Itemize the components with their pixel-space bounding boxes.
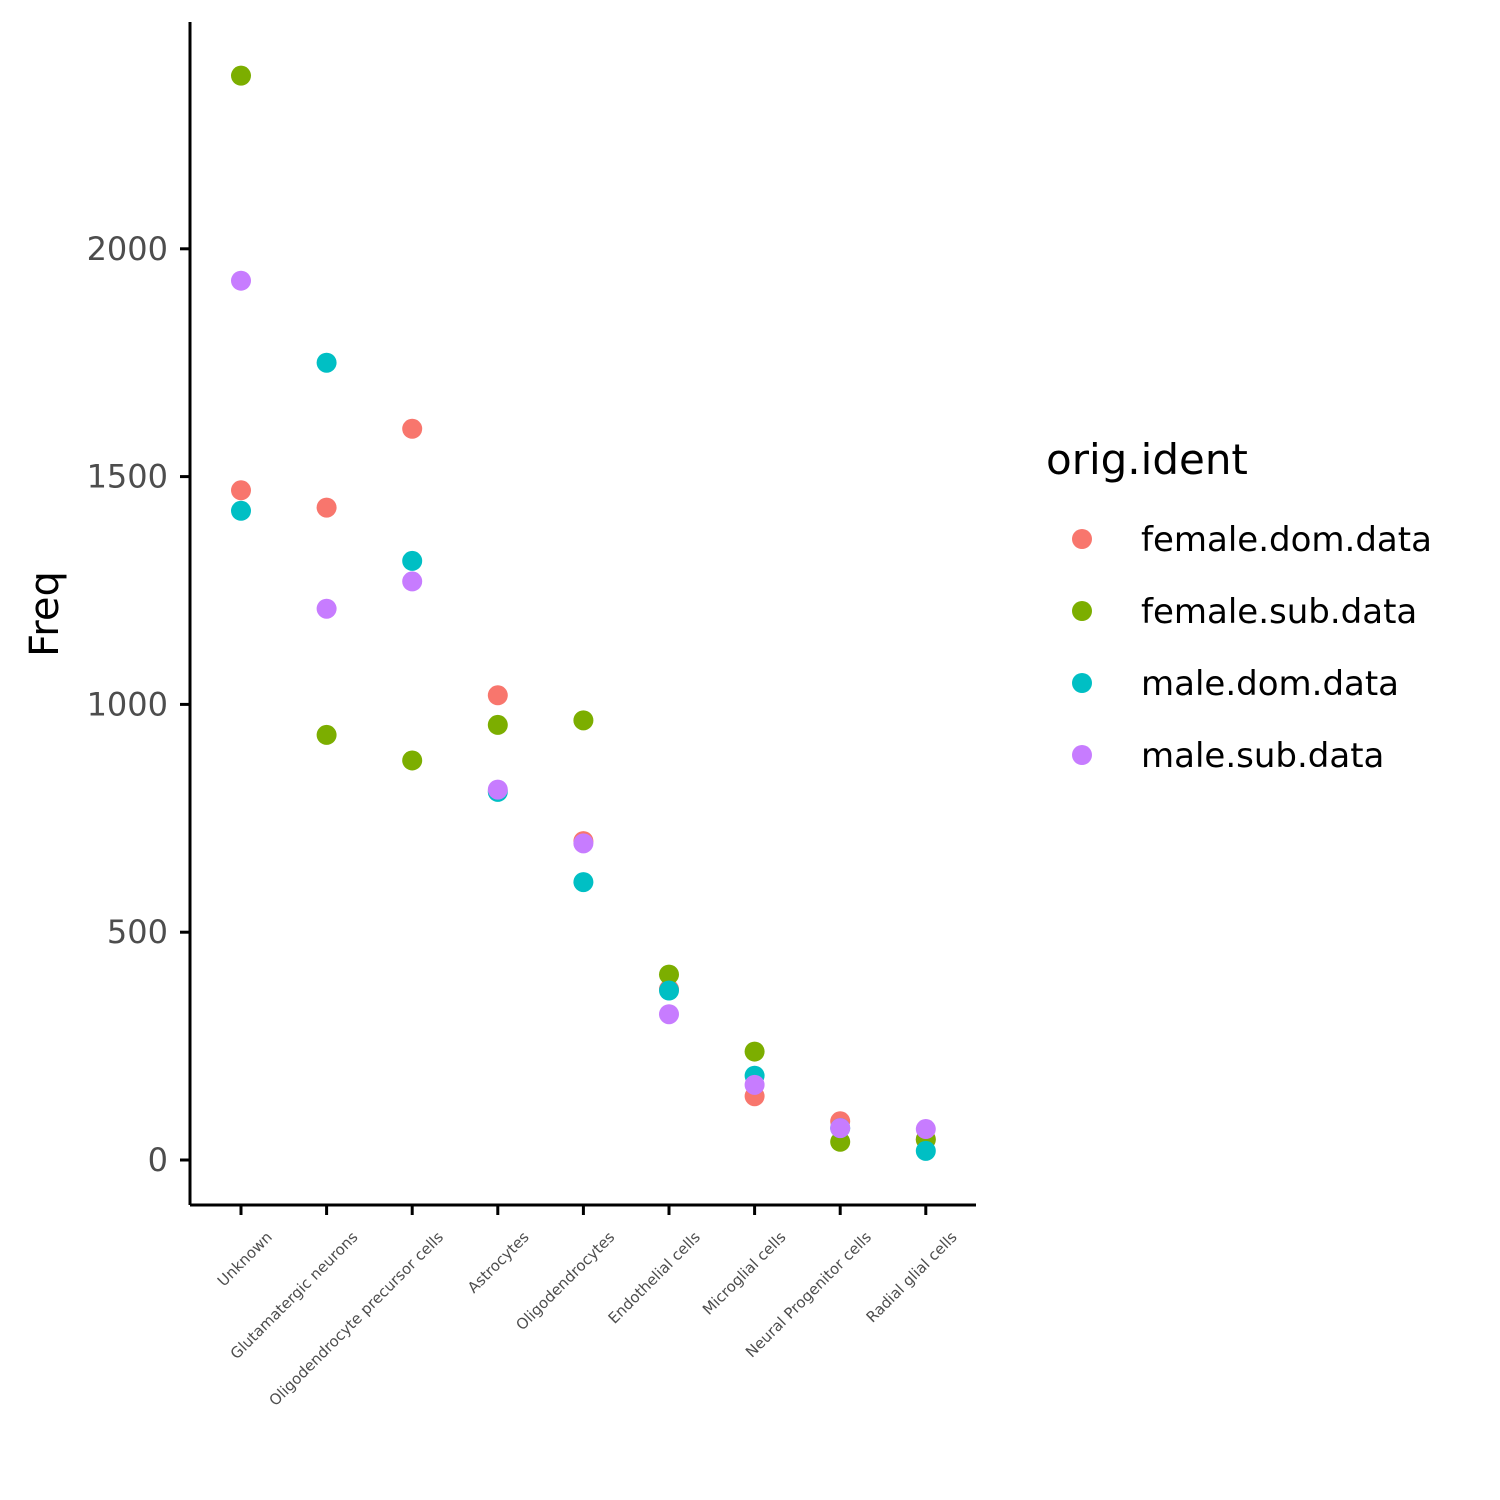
y-axis-title: Freq [22, 571, 68, 657]
x-tick-label: Radial glial cells [863, 1228, 961, 1326]
data-point-female-sub-data [231, 65, 251, 86]
data-point-female-sub-data [402, 750, 423, 771]
data-point-male-dom-data [573, 872, 594, 893]
data-point-male-dom-data [316, 352, 337, 373]
data-point-male-dom-data [659, 980, 679, 1001]
data-point-male-dom-data [231, 500, 251, 521]
y-tick-label: 2000 [87, 230, 168, 268]
legend-key [1072, 601, 1092, 621]
data-point-male-sub-data [744, 1074, 765, 1095]
legend-label: male.dom.data [1141, 664, 1399, 704]
data-point-male-sub-data [573, 833, 594, 854]
data-point-female-dom-data [231, 480, 251, 501]
legend-label: female.dom.data [1141, 520, 1432, 560]
data-point-female-dom-data [402, 418, 423, 439]
data-point-male-dom-data [915, 1140, 936, 1161]
y-tick-label: 1000 [87, 685, 168, 723]
data-point-female-sub-data [316, 724, 337, 745]
y-tick-label: 0 [148, 1141, 168, 1179]
x-tick-label: Endothelial cells [605, 1228, 704, 1327]
legend-title: orig.ident [1046, 435, 1248, 484]
data-points [231, 65, 936, 1161]
data-point-male-sub-data [402, 571, 423, 592]
data-point-male-sub-data [830, 1118, 851, 1139]
x-tick-label: Astrocytes [464, 1228, 533, 1297]
y-tick-label: 1500 [87, 458, 168, 496]
data-point-male-sub-data [659, 1004, 679, 1025]
x-tick-label: Oligodendrocyte precursor cells [266, 1228, 448, 1410]
legend-label: female.sub.data [1141, 592, 1417, 632]
data-point-male-sub-data [316, 598, 337, 619]
data-point-female-sub-data [659, 964, 679, 985]
data-point-female-sub-data [744, 1041, 765, 1062]
data-point-male-sub-data [231, 270, 251, 291]
legend: orig.ident female.dom.data female.sub.dat… [1046, 435, 1432, 776]
data-point-male-dom-data [402, 550, 423, 571]
data-point-male-sub-data [915, 1119, 936, 1140]
legend-key [1072, 673, 1092, 693]
y-axis-ticks: 0 500 1000 1500 2000 [87, 230, 190, 1179]
legend-key [1072, 529, 1092, 549]
data-point-male-sub-data [487, 779, 508, 800]
data-point-female-sub-data [830, 1131, 851, 1152]
y-tick-label: 500 [107, 913, 168, 951]
legend-label: male.sub.data [1141, 736, 1384, 776]
data-point-female-dom-data [487, 685, 508, 706]
data-point-female-sub-data [487, 714, 508, 735]
data-point-female-sub-data [573, 710, 594, 731]
x-tick-label: Unknown [214, 1228, 276, 1290]
data-point-female-dom-data [316, 497, 337, 518]
x-tick-label: Microglial cells [699, 1228, 790, 1319]
legend-key [1072, 745, 1092, 765]
